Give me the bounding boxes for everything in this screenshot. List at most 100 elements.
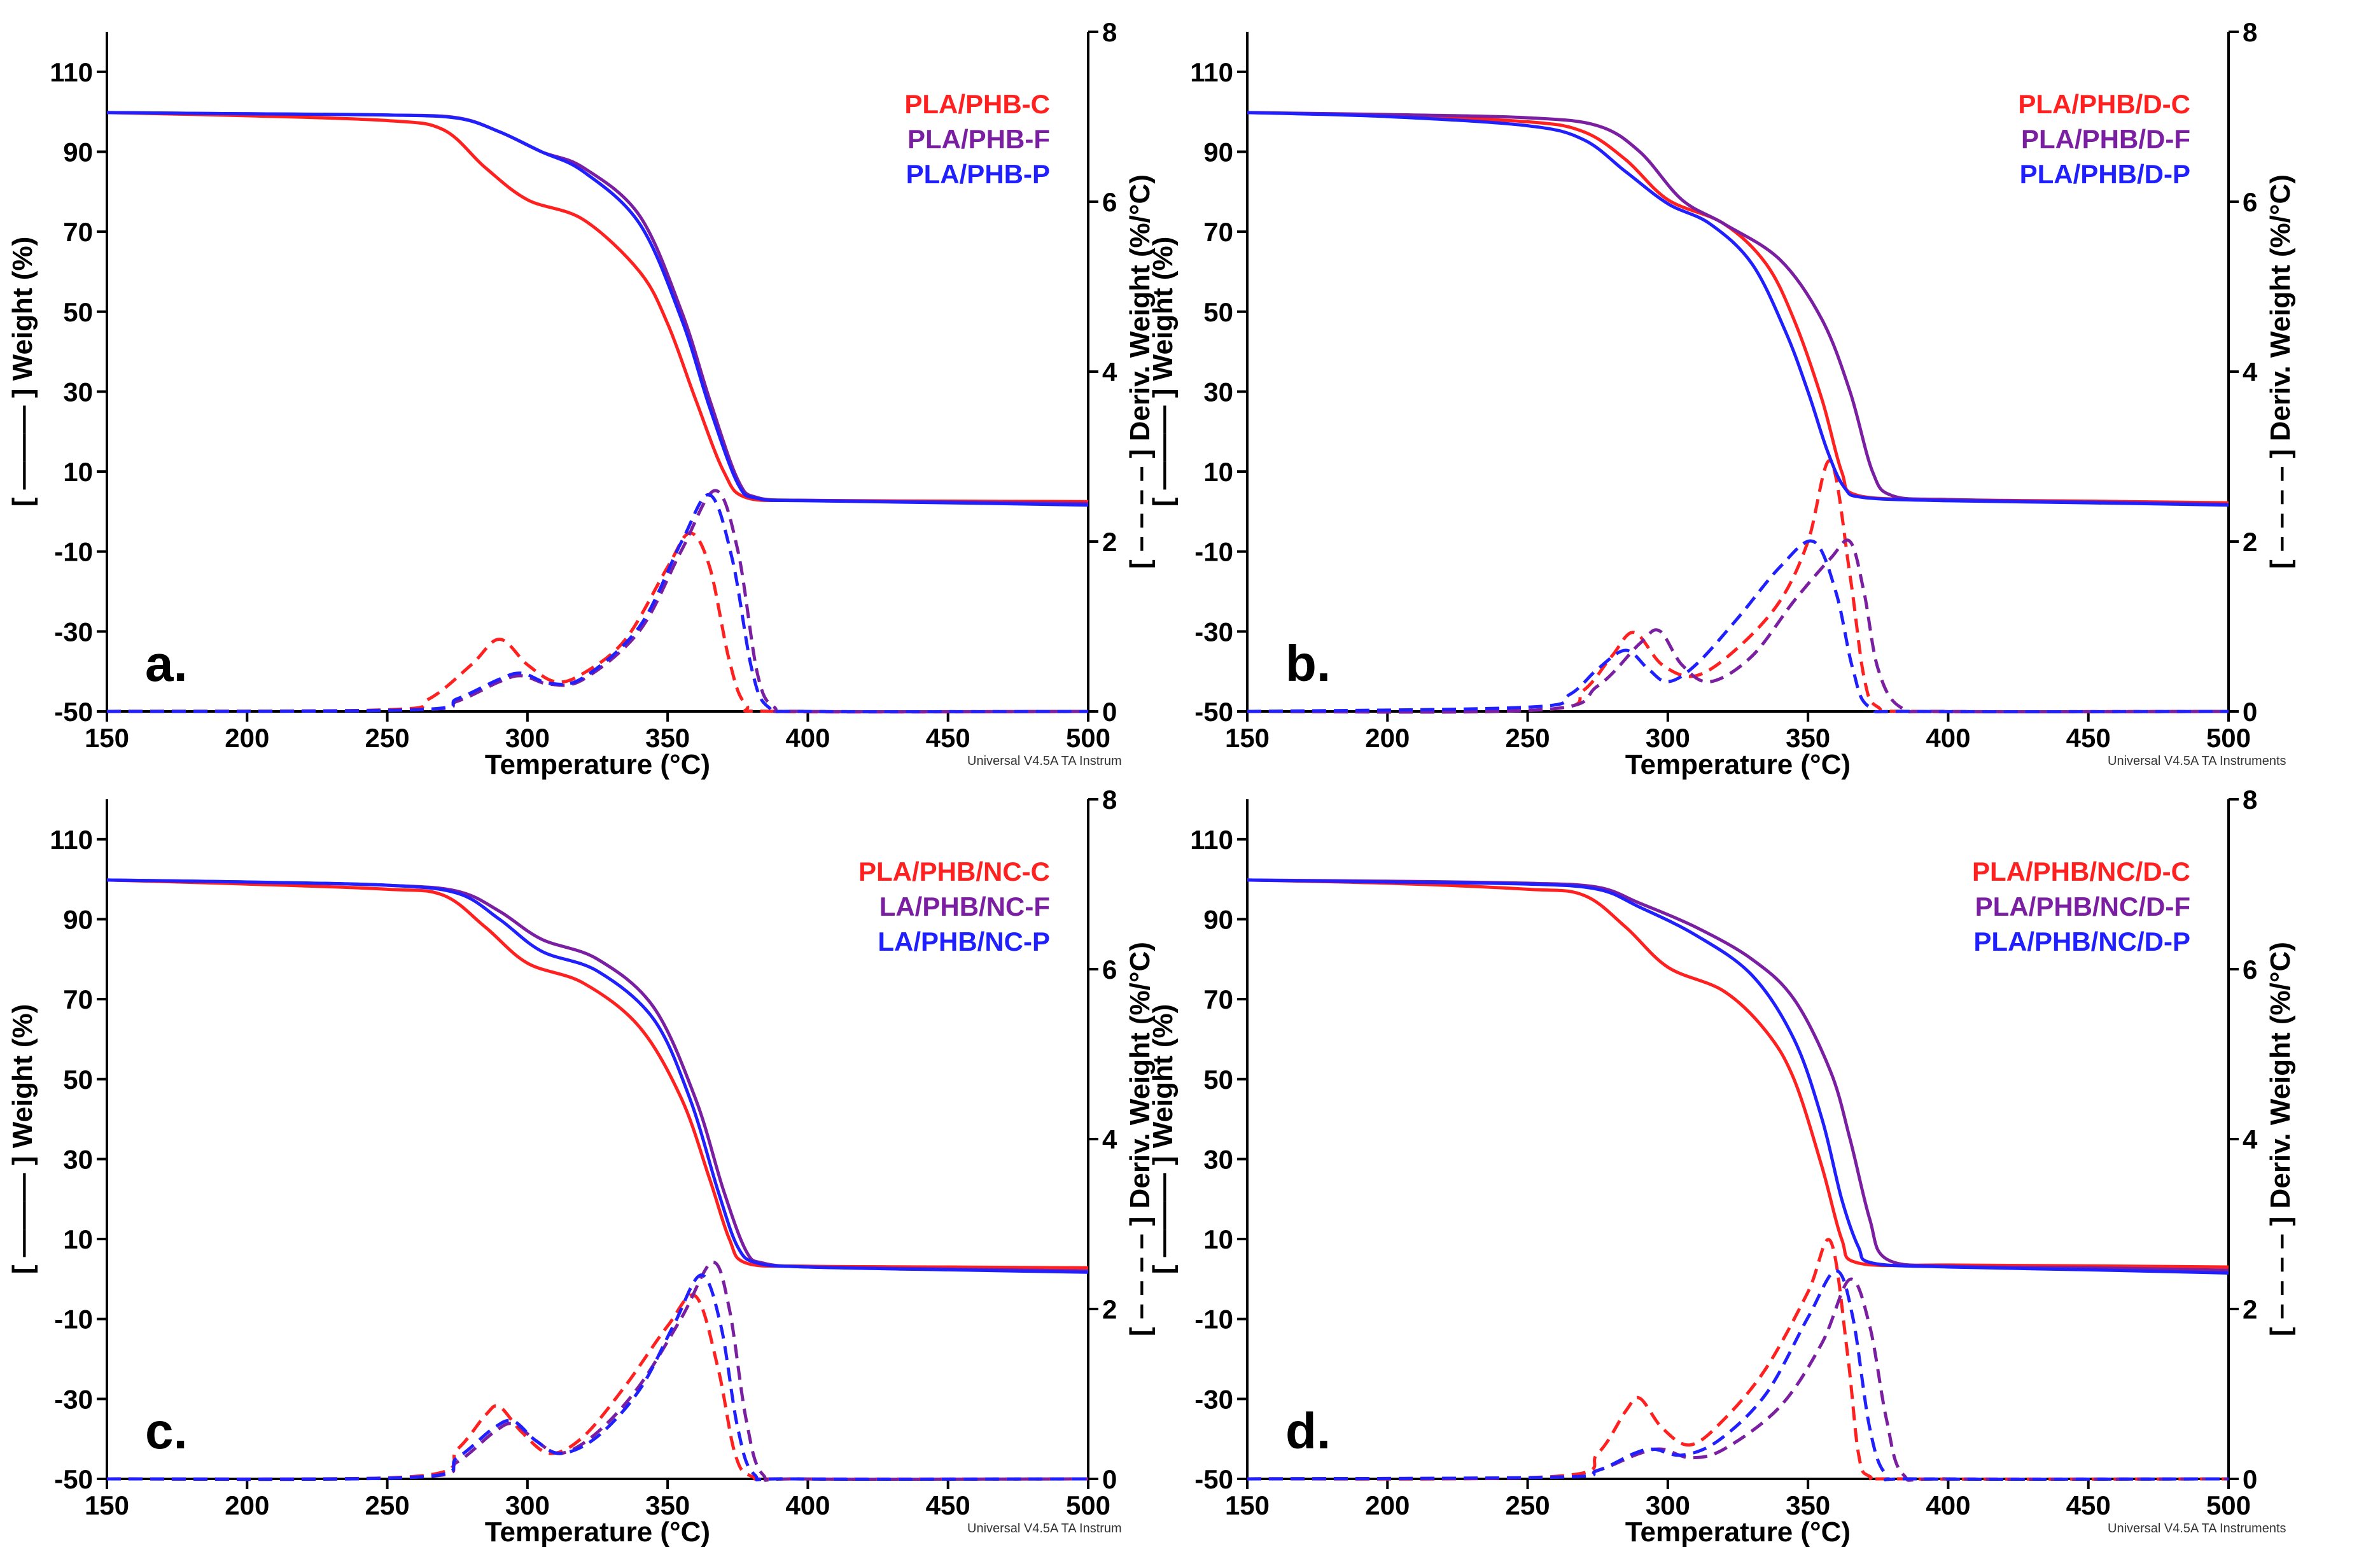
x-axis-label: Temperature (°C) <box>1625 749 1851 780</box>
y-axis-label: [ ——— ] Weight (%) <box>7 237 38 507</box>
x-tick-label: 300 <box>1646 1490 1690 1520</box>
x-tick-label: 400 <box>1926 723 1970 753</box>
x-tick-label: 400 <box>785 1490 830 1520</box>
legend-entry: PLA/PHB/D-P <box>2020 159 2190 189</box>
y2-tick-label: 4 <box>1102 357 1117 387</box>
deriv-curve-PLA/PHB/NC/D-C <box>1247 1238 2229 1481</box>
x-tick-label: 500 <box>1066 723 1110 753</box>
y-tick-label: 30 <box>63 1144 93 1174</box>
y2-tick-label: 4 <box>2243 1124 2258 1154</box>
y2-tick-label: 0 <box>2243 1464 2257 1494</box>
y-tick-label: -10 <box>54 1305 93 1334</box>
y2-tick-label: 2 <box>2243 527 2257 557</box>
panel-label: b. <box>1285 635 1331 692</box>
x-tick-label: 350 <box>645 723 690 753</box>
vendor-note: Universal V4.5A TA Instrum <box>967 754 1122 768</box>
panel-label: d. <box>1285 1403 1331 1459</box>
y-tick-label: -30 <box>54 617 93 647</box>
y2-tick-label: 8 <box>1102 785 1117 815</box>
y2-tick-label: 0 <box>1102 697 1117 727</box>
x-tick-label: 350 <box>645 1490 690 1520</box>
y-tick-label: -30 <box>1194 617 1233 647</box>
x-tick-label: 400 <box>785 723 830 753</box>
y-tick-label: 90 <box>1203 137 1233 167</box>
x-tick-label: 250 <box>365 1490 410 1520</box>
y-tick-label: 110 <box>1190 57 1233 87</box>
y-tick-label: 70 <box>63 217 93 247</box>
legend-entry: PLA/PHB/D-F <box>2021 124 2190 154</box>
y-tick-label: -50 <box>1194 697 1233 727</box>
x-tick-label: 250 <box>1506 1490 1550 1520</box>
y-tick-label: 70 <box>1203 217 1233 247</box>
deriv-curve-PLA/PHB/D-C <box>1247 459 2229 714</box>
y-tick-label: 70 <box>1203 984 1233 1014</box>
deriv-curve-PLA/PHB-P <box>106 493 1089 713</box>
x-tick-label: 400 <box>1926 1490 1970 1520</box>
deriv-curve-PLA/PHB-C <box>106 531 1089 714</box>
y2-axis-label: [ – – – – ] Deriv. Weight (%/°C) <box>1124 174 1156 569</box>
legend-entry: LA/PHB/NC-P <box>878 927 1050 956</box>
y2-tick-label: 4 <box>1102 1124 1117 1154</box>
y-tick-label: 90 <box>63 904 93 934</box>
deriv-curve-LA/PHB/NC-P <box>106 1273 1089 1481</box>
x-tick-label: 300 <box>1646 723 1690 753</box>
x-axis-label: Temperature (°C) <box>1625 1516 1851 1548</box>
legend-entry: PLA/PHB/NC-C <box>858 857 1050 886</box>
y-tick-label: 110 <box>1190 825 1233 855</box>
y-tick-label: 10 <box>1203 1224 1233 1254</box>
y-tick-label: -50 <box>54 697 93 727</box>
y-axis-label: [ ——— ] Weight (%) <box>1147 237 1179 507</box>
y-tick-label: 10 <box>63 1224 93 1254</box>
legend-entry: PLA/PHB/NC/D-C <box>1972 857 2190 886</box>
y2-tick-label: 2 <box>1102 527 1117 557</box>
y-tick-label: 70 <box>63 984 93 1014</box>
y-tick-label: -30 <box>54 1384 93 1414</box>
y2-tick-label: 0 <box>1102 1464 1117 1494</box>
legend-entry: PLA/PHB-F <box>907 124 1050 154</box>
chart-panel-d: 150 200 250 300 350 400 450 500 -50 -30 -10 10 30 50 7… <box>1147 785 2296 1548</box>
y2-tick-label: 8 <box>1102 17 1117 47</box>
chart-panel-b: 150 200 250 300 350 400 450 500 -50 -30 -10 10 30 50 7… <box>1147 17 2296 780</box>
y-tick-label: 30 <box>1203 1144 1233 1174</box>
x-tick-label: 150 <box>1225 723 1270 753</box>
y-tick-label: 110 <box>50 825 93 855</box>
y-tick-label: 30 <box>63 377 93 407</box>
y-tick-label: 50 <box>63 1065 93 1095</box>
x-tick-label: 350 <box>1786 723 1830 753</box>
weight-curve-LA/PHB/NC-P <box>106 878 1089 1274</box>
x-tick-label: 150 <box>85 1490 129 1520</box>
x-tick-label: 450 <box>926 1490 970 1520</box>
x-tick-label: 200 <box>225 723 269 753</box>
chart-panel-a: 150 200 250 300 350 400 450 500 -50 -30 -10 10 30 50 7… <box>7 17 1156 780</box>
y2-tick-label: 6 <box>2243 187 2257 217</box>
y-tick-label: -30 <box>1194 1384 1233 1414</box>
x-tick-label: 200 <box>1365 1490 1410 1520</box>
y-tick-label: -50 <box>1194 1464 1233 1494</box>
y-tick-label: 110 <box>50 57 93 87</box>
legend-entry: PLA/PHB/NC/D-P <box>1973 927 2190 956</box>
deriv-curve-PLA/PHB/D-P <box>1247 539 2229 713</box>
legend-entry: PLA/PHB/NC/D-F <box>1975 892 2190 921</box>
y2-axis-label: [ – – – – ] Deriv. Weight (%/°C) <box>1124 942 1156 1336</box>
deriv-curve-LA/PHB/NC-F <box>106 1261 1089 1482</box>
x-tick-label: 250 <box>365 723 410 753</box>
y2-tick-label: 6 <box>1102 187 1117 217</box>
x-axis-label: Temperature (°C) <box>485 1516 710 1548</box>
x-tick-label: 200 <box>225 1490 269 1520</box>
x-tick-label: 450 <box>926 723 970 753</box>
y-tick-label: -10 <box>54 537 93 567</box>
y-tick-label: -10 <box>1194 1305 1233 1334</box>
x-tick-label: 450 <box>2066 1490 2111 1520</box>
y-tick-label: 30 <box>1203 377 1233 407</box>
weight-curve-PLA/PHB/D-P <box>1247 111 2229 507</box>
y-tick-label: 90 <box>1203 904 1233 934</box>
y2-tick-label: 6 <box>2243 955 2257 984</box>
legend-entry: PLA/PHB/D-C <box>2018 89 2190 119</box>
legend-entry: PLA/PHB-C <box>904 89 1050 119</box>
y2-tick-label: 6 <box>1102 955 1117 984</box>
y2-tick-label: 2 <box>1102 1294 1117 1324</box>
chart-panel-c: 150 200 250 300 350 400 450 500 -50 -30 -10 10 30 50 7… <box>7 785 1156 1548</box>
panel-label: a. <box>145 635 188 692</box>
y-tick-label: -50 <box>54 1464 93 1494</box>
legend-entry: LA/PHB/NC-F <box>879 892 1050 921</box>
